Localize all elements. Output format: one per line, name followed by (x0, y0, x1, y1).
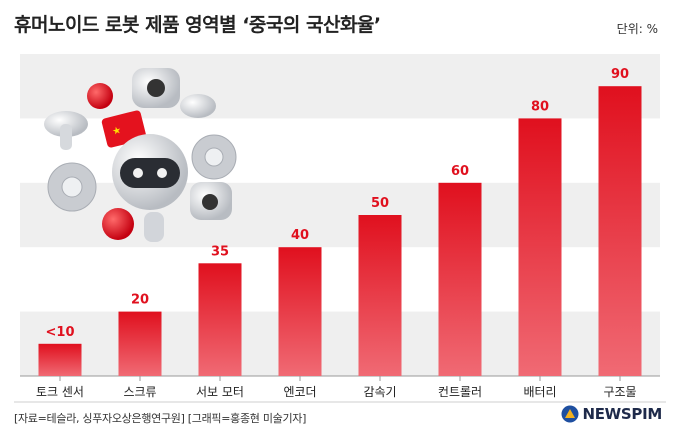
x-tick-label: 감속기 (363, 385, 396, 399)
robot-illustration-icon: ★ (44, 68, 237, 242)
data-label: 50 (371, 196, 389, 211)
data-label: 35 (211, 244, 229, 259)
grid-band (20, 311, 660, 376)
bar (598, 86, 642, 376)
bar (278, 247, 322, 376)
bar (38, 343, 82, 376)
x-tick-label: 구조물 (603, 385, 636, 399)
source-note: [자료=테슬라, 싱푸자오상은행연구원] [그래픽=홍종현 미술기자] (14, 412, 307, 425)
data-label: <10 (46, 325, 75, 340)
bar (358, 215, 402, 376)
data-label: 60 (451, 164, 469, 179)
x-tick-label: 엔코더 (283, 385, 316, 399)
x-tick-label: 컨트롤러 (438, 385, 482, 399)
chart-title: 휴머노이드 로봇 제품 영역별 ‘중국의 국산화율’ (14, 14, 381, 36)
newspim-logo: NEWSPIM (561, 405, 662, 423)
bar (198, 263, 242, 376)
data-label: 20 (131, 293, 149, 308)
bar (118, 311, 162, 376)
bar (518, 118, 562, 377)
x-tick-label: 스크류 (123, 385, 156, 399)
svg-text:★: ★ (111, 125, 122, 138)
data-label: 80 (531, 99, 549, 114)
x-tick-label: 배터리 (523, 385, 556, 399)
brand-name: NEWSPIM (582, 405, 662, 423)
x-tick-label: 토크 센서 (36, 385, 84, 399)
bar (438, 182, 482, 376)
x-tick-label: 서보 모터 (196, 385, 244, 399)
grid-band (20, 54, 660, 119)
data-label: 90 (611, 67, 629, 82)
newspim-logo-icon (561, 405, 579, 423)
unit-label: 단위: % (616, 22, 658, 36)
data-label: 40 (291, 228, 309, 243)
